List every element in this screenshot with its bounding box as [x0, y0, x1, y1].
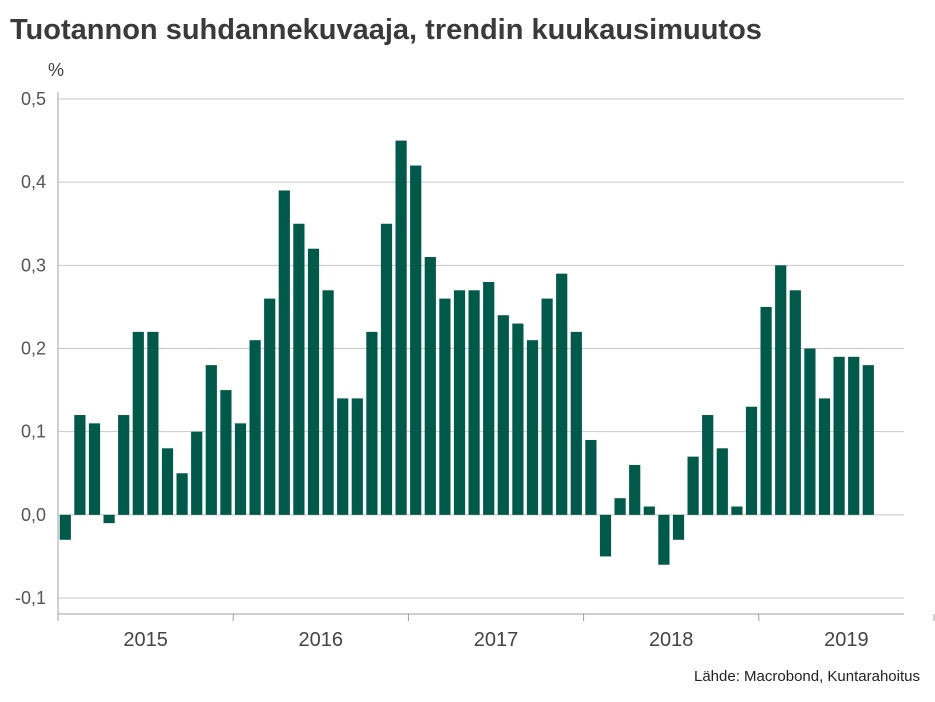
bar — [264, 298, 276, 515]
bar — [322, 290, 334, 515]
x-tick-label-year: 2016 — [299, 629, 344, 651]
bar — [118, 415, 130, 515]
bar — [702, 415, 714, 515]
bar — [132, 331, 144, 515]
x-tick-label-year: 2015 — [123, 629, 168, 651]
x-tick-label-year: 2018 — [649, 629, 694, 651]
source-note: Lähde: Macrobond, Kuntarahoitus — [694, 668, 920, 685]
bar — [687, 456, 699, 515]
bar — [585, 439, 597, 515]
y-tick-label: 0,0 — [21, 505, 46, 525]
bar — [848, 356, 860, 515]
bar — [468, 290, 480, 515]
bar — [220, 390, 232, 515]
bar — [775, 265, 787, 515]
tick-labels: -0,1 0,0 0,1 0,2 0,3 0,4 0,5 2015 2016 2017 2018 20… — [15, 89, 869, 651]
bar — [599, 514, 612, 557]
bar — [556, 273, 568, 515]
x-tick-label-year: 2019 — [824, 629, 869, 651]
bar — [424, 257, 436, 515]
chart-title: Tuotannon suhdannekuvaaja, trendin kuuka… — [10, 14, 762, 46]
bar — [658, 514, 670, 565]
bar — [234, 423, 247, 515]
bar — [512, 323, 524, 515]
bar — [483, 281, 495, 515]
bar — [862, 365, 874, 515]
bar — [249, 340, 261, 515]
y-tick-label: 0,4 — [21, 172, 46, 192]
bar — [410, 165, 422, 515]
bar — [103, 514, 115, 524]
bar — [74, 415, 86, 515]
y-tick-label: 0,1 — [21, 422, 46, 442]
bar — [629, 464, 641, 515]
bar — [191, 431, 203, 515]
bar — [541, 298, 553, 515]
y-tick-label: 0,3 — [21, 255, 46, 275]
bar — [351, 398, 363, 515]
bar — [59, 514, 71, 540]
bar — [818, 398, 831, 515]
bar — [453, 290, 466, 515]
bar — [804, 348, 816, 515]
bar — [439, 298, 451, 515]
y-tick-label: 0,2 — [21, 339, 46, 359]
bar — [88, 423, 101, 515]
bar — [337, 398, 349, 515]
bar — [833, 356, 845, 515]
bar — [307, 248, 320, 515]
bar — [293, 223, 305, 515]
bar — [497, 315, 509, 515]
bar — [570, 331, 582, 515]
bar — [147, 331, 159, 515]
y-axis-unit-label: % — [48, 60, 65, 80]
bar — [731, 506, 743, 515]
bar — [526, 340, 539, 515]
bar — [176, 473, 188, 515]
bar — [205, 365, 217, 515]
bar — [614, 498, 626, 515]
bar — [278, 190, 290, 515]
bar — [380, 223, 393, 515]
axes — [57, 92, 935, 621]
bars — [59, 140, 874, 565]
bar — [745, 406, 758, 515]
bar — [789, 290, 801, 515]
bar — [366, 331, 378, 515]
y-tick-label: 0,5 — [21, 89, 46, 109]
bar — [760, 306, 772, 515]
y-tick-label: -0,1 — [15, 588, 46, 608]
bar — [161, 448, 174, 515]
bar — [716, 448, 728, 515]
x-tick-label-year: 2017 — [474, 629, 519, 651]
bar — [395, 140, 407, 515]
bar — [672, 514, 685, 540]
bar — [643, 506, 655, 515]
